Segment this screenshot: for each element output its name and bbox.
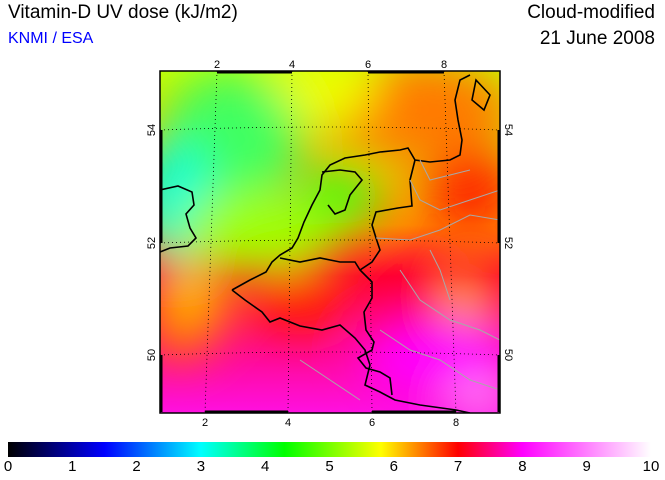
lat-tick-left: 50: [146, 349, 158, 361]
coastlines: [160, 74, 491, 291]
lon-tick-top: 6: [365, 59, 371, 71]
date-label: 21 June 2008: [539, 28, 655, 49]
lon-tick-bottom: 6: [369, 417, 375, 429]
colorbar-tick-label: 3: [196, 458, 206, 475]
graticule: [160, 71, 500, 413]
organization-label: KNMI / ESA: [8, 30, 94, 47]
colorbar-tick-label: 0: [3, 458, 13, 475]
colorbar-tick-label: 4: [261, 458, 270, 475]
colorbar-tick-label: 5: [325, 458, 334, 475]
lon-tick-top: 4: [289, 59, 295, 71]
lon-tick-top: 8: [441, 59, 447, 71]
colorbar-tick-label: 10: [642, 458, 660, 475]
lon-tick-bottom: 2: [202, 417, 208, 429]
lat-tick-left: 52: [146, 237, 158, 249]
dose-field: [160, 71, 500, 413]
lat-tick-right: 54: [502, 124, 514, 136]
lat-tick-right: 52: [502, 237, 514, 249]
lat-tick-right: 50: [502, 349, 514, 361]
colorbar-tick-label: 8: [518, 458, 527, 475]
colorbar-tick-label: 1: [68, 458, 77, 475]
map-title: Vitamin-D UV dose (kJ/m2): [8, 2, 238, 23]
lat-tick-left: 54: [146, 124, 158, 136]
colorbar-tick-label: 2: [132, 458, 141, 475]
region-borders: [299, 159, 500, 401]
colorbar-tick-label: 7: [453, 458, 463, 475]
colorbar-tick-label: 6: [389, 458, 398, 475]
colorbar-tick-label: 9: [582, 458, 591, 475]
colorbar: [8, 442, 651, 457]
lon-tick-bottom: 8: [453, 417, 459, 429]
lon-tick-bottom: 4: [285, 417, 291, 429]
frame-ticks: [159, 70, 501, 414]
mode-label: Cloud-modified: [527, 2, 655, 23]
lon-tick-top: 2: [214, 59, 220, 71]
uv-dose-map: 2 4 6 8 2 4 6 8 54 52 50 54 52 50: [146, 59, 514, 429]
country-borders: [231, 159, 471, 413]
